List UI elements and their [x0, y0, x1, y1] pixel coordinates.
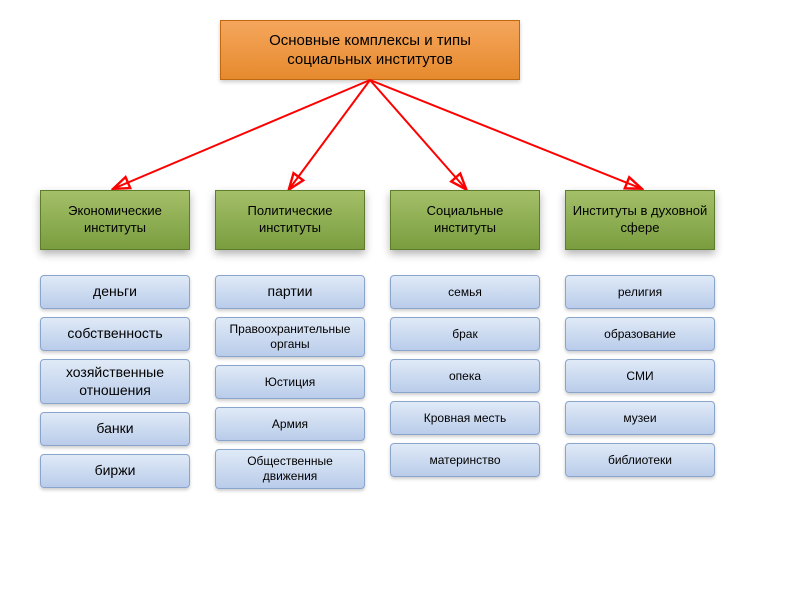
- list-item-label: биржи: [95, 462, 136, 480]
- list-item-label: Армия: [272, 417, 308, 432]
- list-item: партии: [215, 275, 365, 309]
- list-item: Общественные движения: [215, 449, 365, 489]
- list-item: Юстиция: [215, 365, 365, 399]
- items-column: партии Правоохранительные органы Юстиция Ар…: [215, 275, 365, 489]
- list-item: собственность: [40, 317, 190, 351]
- list-item-label: семья: [448, 285, 482, 300]
- arrow-line: [290, 80, 370, 188]
- arrow-line: [115, 80, 370, 188]
- list-item-label: Правоохранительные органы: [222, 322, 358, 352]
- list-item: материнство: [390, 443, 540, 477]
- category-label: Социальные институты: [395, 203, 535, 237]
- list-item: Правоохранительные органы: [215, 317, 365, 357]
- root-title: Основные комплексы и типы социальных инс…: [227, 31, 513, 70]
- list-item: брак: [390, 317, 540, 351]
- list-item-label: Общественные движения: [222, 454, 358, 484]
- category-box: Социальные институты: [390, 190, 540, 250]
- list-item: биржи: [40, 454, 190, 488]
- list-item: СМИ: [565, 359, 715, 393]
- list-item: библиотеки: [565, 443, 715, 477]
- arrow-line: [370, 80, 465, 188]
- category-box: Экономические институты: [40, 190, 190, 250]
- list-item: Армия: [215, 407, 365, 441]
- list-item: деньги: [40, 275, 190, 309]
- list-item-label: Юстиция: [265, 375, 315, 390]
- list-item: образование: [565, 317, 715, 351]
- list-item: банки: [40, 412, 190, 446]
- category-box: Политические институты: [215, 190, 365, 250]
- list-item-label: религия: [618, 285, 662, 300]
- arrow-line: [370, 80, 640, 188]
- list-item-label: Кровная месть: [424, 411, 507, 426]
- items-column: религия образование СМИ музеи библиотеки: [565, 275, 715, 477]
- list-item-label: музеи: [623, 411, 656, 426]
- items-column: семья брак опека Кровная месть материнство: [390, 275, 540, 477]
- list-item-label: СМИ: [626, 369, 653, 384]
- list-item-label: брак: [452, 327, 477, 342]
- root-box: Основные комплексы и типы социальных инс…: [220, 20, 520, 80]
- list-item-label: хозяйственные отношения: [47, 364, 183, 399]
- category-box: Институты в духовной сфере: [565, 190, 715, 250]
- list-item-label: партии: [268, 283, 313, 301]
- list-item: Кровная месть: [390, 401, 540, 435]
- category-label: Институты в духовной сфере: [570, 203, 710, 237]
- list-item: музеи: [565, 401, 715, 435]
- list-item-label: библиотеки: [608, 453, 672, 468]
- list-item-label: образование: [604, 327, 676, 342]
- list-item: религия: [565, 275, 715, 309]
- list-item: хозяйственные отношения: [40, 359, 190, 404]
- list-item-label: опека: [449, 369, 481, 384]
- category-label: Экономические институты: [45, 203, 185, 237]
- list-item-label: материнство: [429, 453, 500, 468]
- list-item: семья: [390, 275, 540, 309]
- list-item-label: банки: [96, 420, 133, 438]
- list-item: опека: [390, 359, 540, 393]
- list-item-label: собственность: [67, 325, 162, 343]
- list-item-label: деньги: [93, 283, 137, 301]
- items-column: деньги собственность хозяйственные отношен…: [40, 275, 190, 488]
- category-label: Политические институты: [220, 203, 360, 237]
